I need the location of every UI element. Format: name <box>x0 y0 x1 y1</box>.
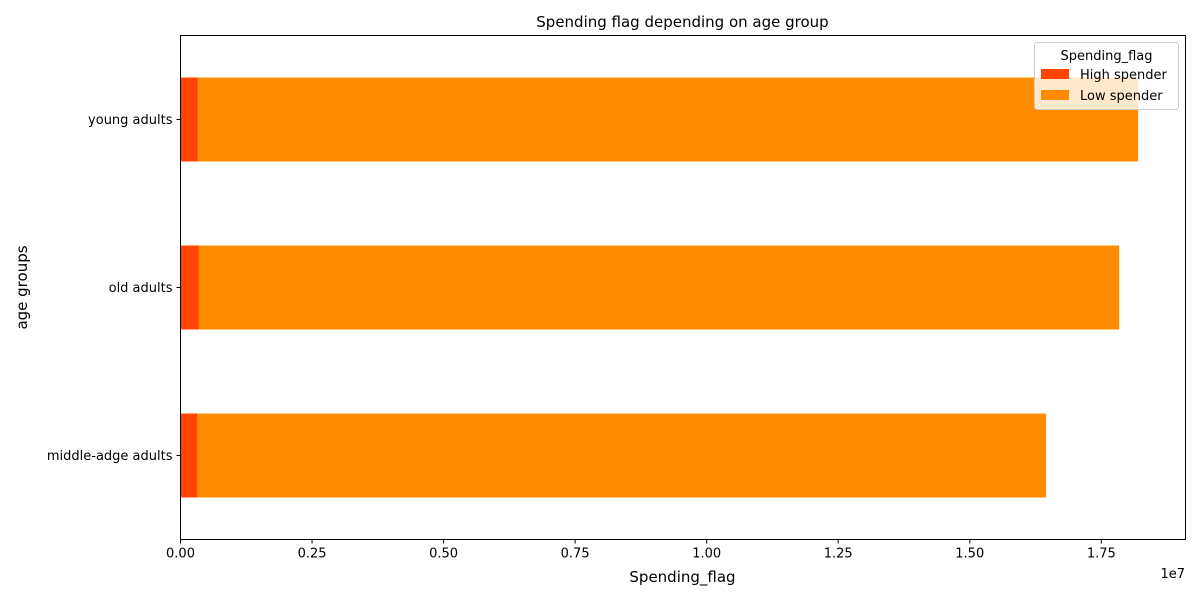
x-tick-label: 1.75 <box>1087 547 1116 562</box>
y-tick-label: young adults <box>88 113 173 128</box>
y-tick-label: middle-adge adults <box>47 449 173 464</box>
y-tick-label: old adults <box>109 281 173 296</box>
legend-label: Low spender <box>1080 89 1163 104</box>
bar-high-spender <box>180 413 198 498</box>
x-tick-label: 0.00 <box>166 547 195 562</box>
y-axis-ticks: middle-adge adults old adults young adults <box>47 113 181 464</box>
x-tick-label: 1.00 <box>692 547 721 562</box>
bar-low-spender <box>198 245 1120 330</box>
chart-title: Spending flag depending on age group <box>536 13 828 31</box>
bar-high-spender <box>180 77 198 162</box>
legend-label: High spender <box>1080 68 1168 83</box>
legend-title: Spending_flag <box>1060 49 1152 64</box>
legend-box <box>1034 42 1179 110</box>
legend-swatch <box>1041 90 1069 100</box>
x-tick-label: 1.25 <box>824 547 853 562</box>
legend: Spending_flag High spender Low spender <box>1034 42 1179 110</box>
x-axis-ticks: 0.00 0.25 0.50 0.75 1.00 1.25 1.50 1.75 <box>166 539 1116 562</box>
x-axis-title: Spending_flag <box>629 568 735 587</box>
x-tick-label: 1.50 <box>955 547 984 562</box>
x-tick-label: 0.25 <box>298 547 327 562</box>
bar-low-spender <box>197 413 1047 498</box>
x-axis-offset-label: 1e7 <box>1160 567 1185 582</box>
bars-group <box>180 77 1139 498</box>
bar-low-spender <box>197 77 1139 162</box>
x-tick-label: 0.75 <box>561 547 590 562</box>
x-tick-label: 0.50 <box>429 547 458 562</box>
bar-high-spender <box>180 245 199 330</box>
legend-swatch <box>1041 69 1069 79</box>
y-axis-title: age groups <box>13 245 31 329</box>
